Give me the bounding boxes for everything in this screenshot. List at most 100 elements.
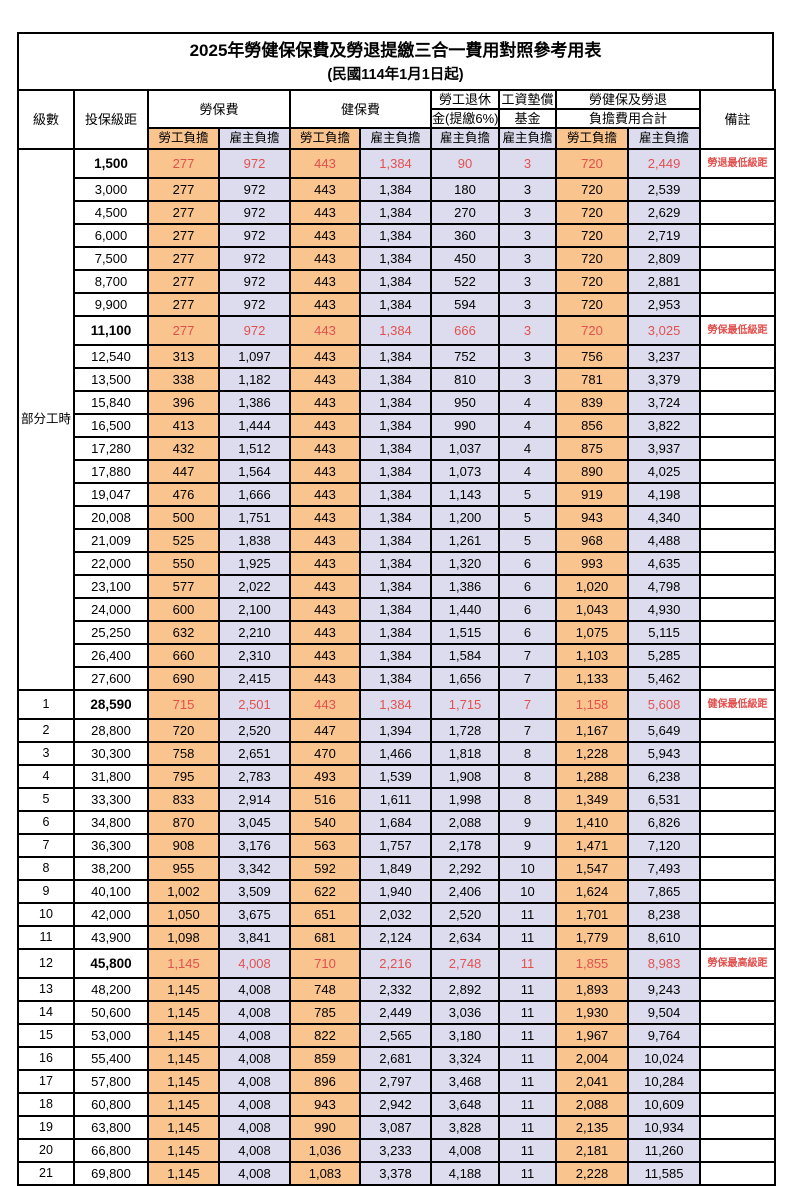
cell-health-worker: 859 <box>289 1046 362 1071</box>
cell-pension-employer: 1,073 <box>430 459 501 484</box>
cell-total-employer: 7,865 <box>627 879 702 904</box>
cell-level: 14 <box>17 1000 75 1025</box>
cell-total-employer: 2,719 <box>627 223 702 248</box>
cell-health-worker: 443 <box>289 367 362 392</box>
cell-total-worker: 2,181 <box>555 1138 630 1163</box>
cell-wage-fund-employer: 3 <box>498 344 558 369</box>
cell-labor-employer: 1,386 <box>217 390 292 415</box>
cell-insured-bracket: 36,300 <box>73 833 149 858</box>
cell-labor-worker: 1,145 <box>147 1069 220 1094</box>
cell-pension-employer: 594 <box>430 292 501 317</box>
cell-remark <box>699 1092 777 1117</box>
cell-level: 18 <box>17 1092 75 1117</box>
cell-insured-bracket: 27,600 <box>73 666 149 691</box>
cell-wage-fund-employer: 5 <box>498 482 558 507</box>
cell-labor-employer: 1,444 <box>217 413 292 438</box>
cell-health-worker: 563 <box>289 833 362 858</box>
page-title: 2025年勞健保保費及勞退提繳三合一費用對照參考用表 <box>189 41 602 60</box>
cell-level: 4 <box>17 764 75 789</box>
cell-health-employer: 2,332 <box>359 977 433 1002</box>
cell-labor-employer: 972 <box>217 246 292 271</box>
table-row: 3,000 277 972 443 1,384 180 3 720 2,539 <box>18 177 777 202</box>
cell-insured-bracket: 42,000 <box>73 902 149 927</box>
subheader-fund-employer: 雇主負擔 <box>498 127 558 150</box>
table-row: 9 40,100 1,002 3,509 622 1,940 2,406 10 1,624 7,8… <box>17 879 777 904</box>
table-row: 19,047 476 1,666 443 1,384 1,143 5 919 4,198 <box>18 482 777 507</box>
cell-total-worker: 993 <box>555 551 630 576</box>
cell-insured-bracket: 26,400 <box>73 643 149 668</box>
cell-remark <box>699 246 777 271</box>
cell-total-worker: 720 <box>555 223 630 248</box>
cell-insured-bracket: 24,000 <box>73 597 149 622</box>
header-row-sub: 勞工負擔 雇主負擔 勞工負擔 雇主負擔 雇主負擔 雇主負擔 勞工負擔 雇主負擔 <box>18 127 775 150</box>
cell-health-worker: 443 <box>289 436 362 461</box>
cell-total-worker: 2,041 <box>555 1069 630 1094</box>
cell-health-employer: 1,384 <box>359 177 433 202</box>
cell-health-employer: 1,384 <box>359 292 433 317</box>
cell-health-employer: 1,384 <box>359 200 433 225</box>
cell-total-worker: 1,133 <box>555 666 630 691</box>
cell-insured-bracket: 34,800 <box>73 810 149 835</box>
cell-total-worker: 1,471 <box>555 833 630 858</box>
cell-health-worker: 443 <box>289 482 362 507</box>
cell-wage-fund-employer: 10 <box>498 879 558 904</box>
table-row: 8 38,200 955 3,342 592 1,849 2,292 10 1,547 7,493 <box>17 856 777 881</box>
table-row: 15,840 396 1,386 443 1,384 950 4 839 3,724 <box>18 390 777 415</box>
cell-health-worker: 710 <box>289 948 362 979</box>
cell-health-worker: 1,083 <box>289 1161 362 1186</box>
page-subtitle: (民國114年1月1日起) <box>327 67 464 83</box>
cell-health-employer: 1,384 <box>359 246 433 271</box>
cell-total-employer: 5,285 <box>627 643 702 668</box>
cell-labor-employer: 2,520 <box>217 718 292 743</box>
cell-pension-employer: 810 <box>430 367 501 392</box>
cell-level: 8 <box>17 856 75 881</box>
cell-health-worker: 443 <box>289 246 362 271</box>
cell-remark: 健保最低級距 <box>699 689 777 720</box>
cell-health-employer: 1,384 <box>359 390 433 415</box>
cell-health-employer: 1,384 <box>359 344 433 369</box>
cell-pension-employer: 4,008 <box>430 1138 501 1163</box>
cell-health-worker: 470 <box>289 741 362 766</box>
cell-labor-employer: 972 <box>217 223 292 248</box>
table-row: 3 30,300 758 2,651 470 1,466 1,818 8 1,228 5,943 <box>17 741 777 766</box>
cell-level: 7 <box>17 833 75 858</box>
col-header-labor-insurance: 勞保費 <box>146 89 292 129</box>
cell-labor-employer: 1,838 <box>217 528 292 553</box>
cell-insured-bracket: 38,200 <box>73 856 149 881</box>
cell-insured-bracket: 4,500 <box>73 200 149 225</box>
cell-pension-employer: 1,037 <box>430 436 501 461</box>
cell-pension-employer: 1,728 <box>430 718 501 743</box>
cell-remark <box>699 436 777 461</box>
cell-pension-employer: 1,515 <box>430 620 501 645</box>
cell-labor-worker: 476 <box>147 482 220 507</box>
cell-labor-worker: 660 <box>147 643 220 668</box>
cell-wage-fund-employer: 3 <box>498 177 558 202</box>
cell-pension-employer: 1,584 <box>430 643 501 668</box>
cell-total-employer: 11,260 <box>627 1138 702 1163</box>
cell-health-worker: 443 <box>289 666 362 691</box>
cell-pension-employer: 2,178 <box>430 833 501 858</box>
table-row: 9,900 277 972 443 1,384 594 3 720 2,953 <box>18 292 777 317</box>
cell-wage-fund-employer: 7 <box>498 643 558 668</box>
cell-remark <box>699 902 777 927</box>
table-row: 24,000 600 2,100 443 1,384 1,440 6 1,043 4,930 <box>18 597 777 622</box>
cell-labor-employer: 2,100 <box>217 597 292 622</box>
cell-wage-fund-employer: 3 <box>498 223 558 248</box>
cell-total-worker: 1,158 <box>555 689 630 720</box>
cell-wage-fund-employer: 11 <box>498 1046 558 1071</box>
cell-wage-fund-employer: 11 <box>498 1161 558 1186</box>
cell-insured-bracket: 28,590 <box>73 689 149 720</box>
cell-health-worker: 443 <box>289 223 362 248</box>
cell-total-employer: 9,764 <box>627 1023 702 1048</box>
cell-health-employer: 3,233 <box>359 1138 433 1163</box>
cell-remark <box>699 925 777 950</box>
cell-level: 6 <box>17 810 75 835</box>
cell-health-employer: 1,384 <box>359 315 433 346</box>
cell-remark <box>699 643 777 668</box>
cell-labor-worker: 1,002 <box>147 879 220 904</box>
cell-wage-fund-employer: 6 <box>498 551 558 576</box>
cell-pension-employer: 3,324 <box>430 1046 501 1071</box>
cell-health-employer: 1,384 <box>359 413 433 438</box>
title-block: 2025年勞健保保費及勞退提繳三合一費用對照參考用表 (民國114年1月1日起) <box>17 32 774 89</box>
table-row: 13,500 338 1,182 443 1,384 810 3 781 3,379 <box>18 367 777 392</box>
